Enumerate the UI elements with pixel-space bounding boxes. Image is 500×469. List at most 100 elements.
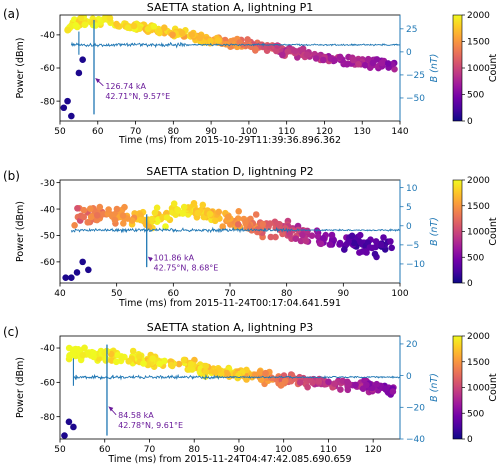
scatter-point [162,223,169,230]
scatter-point [259,220,267,228]
scatter-point [345,238,352,245]
scatter-point [92,22,99,29]
y-axis-label: Power (dBm) [15,357,26,418]
colorbar-tick-label: 1500 [467,358,490,368]
scatter-point [304,383,311,391]
scatter-point [369,59,377,67]
b-field-trace [70,41,400,49]
scatter-point [120,220,127,227]
scatter-point [366,244,374,251]
x-tick-label: 120 [365,445,382,455]
scatter-point [174,206,181,214]
y2-tick-label: −50 [406,94,425,104]
scatter-point [252,211,260,218]
x-tick-label: 90 [233,445,245,455]
scatter-point [129,347,137,355]
x-tick-label: 110 [320,445,337,455]
scatter-point [371,250,379,258]
x-tick-label: 90 [338,289,350,299]
scatter-point [356,231,364,239]
scatter-point [101,349,108,357]
y-axis-label: Power (dBm) [15,201,26,262]
y2-tick-label: 25 [406,25,417,35]
scatter-point [388,244,396,252]
scatter-point [187,361,195,368]
scatter-point [244,36,251,43]
scatter-point [365,55,372,63]
colorbar: 0 500 1000 1500 2000 Count [452,332,499,445]
scatter-point [151,209,159,217]
annotation-arrowhead [108,406,114,412]
scatter-point [272,233,279,241]
x-tick-label: 60 [168,289,180,299]
low-power-point [65,418,73,426]
x-tick-label: 120 [316,127,333,137]
scatter-point [93,212,101,219]
scatter-point [361,61,369,69]
scatter-point [320,235,327,242]
scatter-point [113,358,120,366]
scatter-point [384,60,392,67]
colorbar-gradient [452,335,463,440]
y-tick-label: -40 [40,344,55,354]
scatter-point [137,216,144,224]
low-power-point [68,274,75,282]
x-tick-label: 90 [205,127,217,137]
scatter-point [80,345,88,352]
annotation-current: 126.74 kA [105,82,146,91]
panel-3: 50 60 70 80 90 100 110 120 -80 -60 -40 −40 −20 0 20 SAE… [3,321,499,465]
scatter-point [378,59,386,67]
scatter-point [326,241,334,248]
scatter-point [180,356,188,364]
low-power-point [70,423,77,431]
colorbar-tick-label: 500 [467,253,484,263]
scatter-point [161,24,168,32]
scatter-point [304,227,311,235]
scatter-point [111,216,119,224]
low-power-point [61,432,68,439]
scatter-point [357,239,364,246]
scatter-point [341,246,348,253]
x-tick-label: 60 [92,127,104,137]
colorbar-tick-label: 1000 [467,228,490,238]
x-tick-label: 100 [275,445,292,455]
scatter-point [234,221,242,228]
scatter-point [105,206,112,213]
scatter-point [124,24,132,32]
scatter-point [211,217,219,225]
scatter-point [314,233,322,240]
annotation-arrowhead [95,77,101,83]
scatter-point [163,214,171,221]
scatter-point [169,31,176,39]
scatter-point [278,381,285,389]
scatter-point [179,29,186,37]
scatter-point [389,388,397,395]
colorbar: 0 500 1000 1500 2000 Count [452,11,499,127]
y2-tick-label: −10 [406,260,425,270]
scatter-point [130,22,138,30]
scatter-point [236,39,243,46]
y2-tick-label: −40 [406,435,425,445]
y-tick-label: -80 [40,413,55,423]
low-power-point [85,266,92,274]
scatter-point [337,386,344,393]
scatter-point [359,248,367,255]
axes-frame [59,14,401,122]
y2-tick-label: 20 [406,340,418,350]
scatter-point [279,51,286,59]
y2-tick-label: 0 [406,372,412,382]
colorbar-tick-label: 0 [467,435,473,445]
scatter-point [77,15,85,22]
y2-tick-label: 5 [406,203,412,213]
colorbar-tick-label: 1500 [467,202,490,212]
low-power-point [79,258,86,266]
colorbar-tick-label: 0 [467,279,473,289]
scatter-point [274,42,281,49]
scatter-point [149,355,156,362]
scatter-point [308,232,316,239]
scatter-point [292,235,300,242]
scatter-point [348,232,356,240]
y-tick-label: -60 [40,64,55,74]
panel-1: 50 60 70 80 90 100 110 120 130 140 -80 -60 -40 −50 −25… [3,1,499,146]
